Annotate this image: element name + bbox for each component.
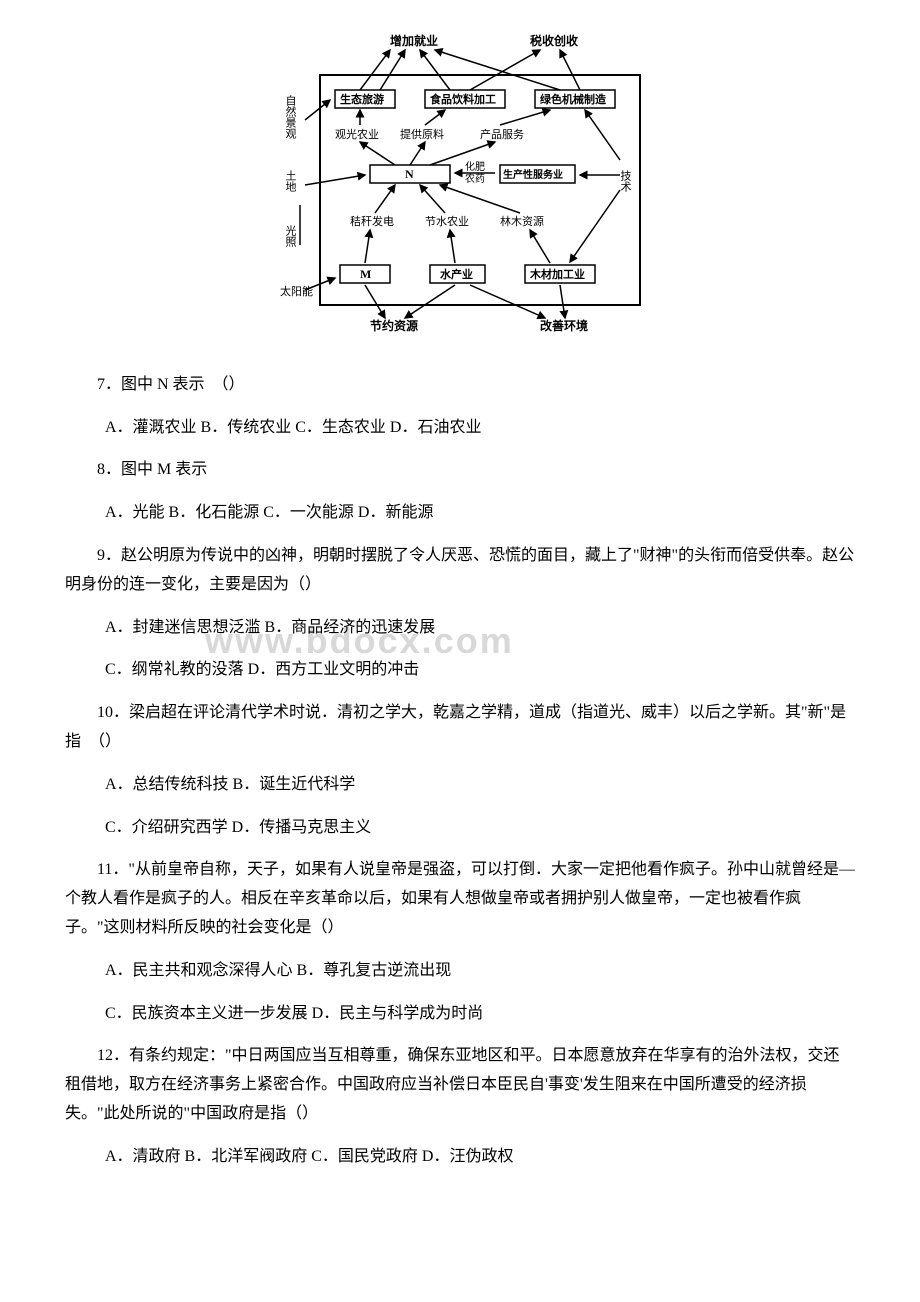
bottom-label-1: 节约资源 [370,318,418,333]
options-11c: C．民族资本主义进一步发展 D．民主与科学成为时尚 [65,1000,855,1029]
options-8: A．光能 B．化石能源 C．一次能源 D．新能源 [65,499,855,528]
left-label-3: 光照 [284,224,297,248]
box-food-processing: 食品饮料加工 [430,92,496,106]
label-forest: 林木资源 [500,214,544,228]
top-label-2: 税收创收 [530,33,578,48]
options-10a: A．总结传统科技 B．诞生近代科学 [65,771,855,800]
box-eco-tourism: 生态旅游 [340,92,384,106]
box-m: M [360,267,371,281]
options-9c: C．纲常礼教的没落 D．西方工业文明的冲击 [65,656,855,685]
question-7: 7．图中 N 表示 （） [65,371,855,400]
box-green-machinery: 绿色机械制造 [540,92,607,106]
label-water-saving: 节水农业 [425,214,469,228]
question-11: 11．"从前皇帝自称，天子，如果有人说皇帝是强盗，可以打倒．大家一定把他看作疯子… [65,856,855,942]
options-11a: A．民主共和观念深得人心 B．尊孔复古逆流出现 [65,957,855,986]
options-7: A．灌溉农业 B．传统农业 C．生态农业 D．石油农业 [65,414,855,443]
label-products: 产品服务 [480,127,524,141]
top-label-1: 增加就业 [390,33,438,48]
box-n: N [405,167,414,181]
box-service: 生产性服务业 [503,168,563,181]
question-12: 12．有条约规定："中日两国应当互相尊重，确保东亚地区和平。日本愿意放弃在华享有… [65,1042,855,1128]
label-fertilizer: 化肥 [465,160,485,173]
label-tech: 技术 [619,170,632,193]
label-materials: 提供原料 [400,127,444,141]
bottom-label-2: 改善环境 [540,318,588,333]
box-wood: 木材加工业 [529,267,585,281]
label-straw: 秸秆发电 [350,214,394,228]
options-9a: A．封建迷信思想泛滥 B．商品经济的迅速发展 [65,614,855,643]
left-label-4: 太阳能 [280,284,313,298]
question-8: 8．图中 M 表示 [65,456,855,485]
label-sightseeing: 观光农业 [335,127,379,141]
diagram-container: 增加就业 税收创收 自然景观 土地 光照 太阳能 生态旅游 食品饮料加工 绿色机… [270,30,650,351]
options-10c: C．介绍研究西学 D．传播马克思主义 [65,814,855,843]
options-12: A．清政府 B．北洋军阀政府 C．国民党政府 D．汪伪政权 [65,1143,855,1172]
left-label-2: 土地 [284,170,297,192]
question-9: 9．赵公明原为传说中的凶神，明朝时摆脱了令人厌恶、恐慌的面目，藏上了"财神"的头… [65,542,855,600]
box-fishery: 水产业 [440,267,473,281]
left-label-1: 自然景观 [284,95,297,139]
question-10: 10．梁启超在评论清代学术时说．清初之学大，乾嘉之学精，道成（指道光、威丰）以后… [65,699,855,757]
label-pesticide: 农药 [465,172,485,185]
flow-diagram: 增加就业 税收创收 自然景观 土地 光照 太阳能 生态旅游 食品饮料加工 绿色机… [270,30,650,340]
